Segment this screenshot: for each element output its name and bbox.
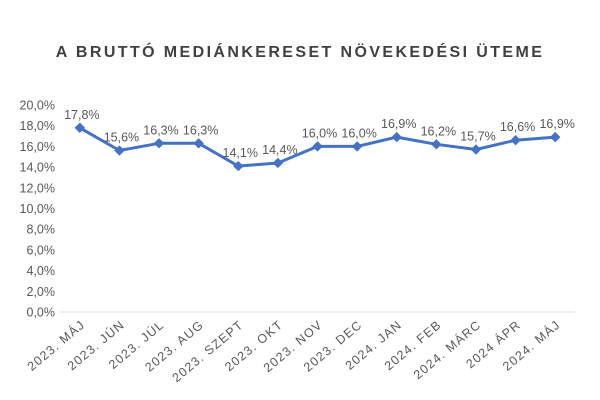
y-tick-label: 4,0% bbox=[27, 264, 56, 278]
data-point-marker bbox=[351, 141, 363, 152]
data-point-marker bbox=[74, 122, 86, 133]
data-label: 14,4% bbox=[262, 143, 297, 157]
data-point-marker bbox=[114, 145, 125, 156]
y-axis-ticks: 0,0% 2,0% 4,0% 6,0% 8,0% 10,0% 12,0% 14,0% 16,0%… bbox=[20, 99, 55, 320]
data-point-marker bbox=[153, 138, 165, 149]
data-label: 16,0% bbox=[341, 126, 376, 140]
y-tick-label: 18,0% bbox=[20, 119, 55, 133]
data-label: 15,6% bbox=[104, 131, 139, 145]
x-category-label: 2023. SZEPT bbox=[170, 318, 247, 385]
data-label: 16,3% bbox=[183, 123, 218, 137]
data-point-marker bbox=[431, 139, 442, 150]
chart-title: A BRUTTÓ MEDIÁNKERESET NÖVEKEDÉSI ÜTEME bbox=[55, 44, 545, 61]
data-point-marker bbox=[193, 138, 204, 149]
data-point-marker bbox=[233, 160, 244, 172]
data-point-marker bbox=[391, 131, 402, 143]
data-point-marker bbox=[312, 141, 323, 152]
y-tick-label: 0,0% bbox=[27, 306, 56, 320]
data-labels: 17,8% 15,6% 16,3% 16,3% 14,1% 14,4% 16,0% 16,0%… bbox=[64, 108, 575, 160]
x-category-label: 2024. MÁRC bbox=[410, 317, 484, 382]
data-label: 14,1% bbox=[223, 146, 258, 160]
data-point-marker bbox=[510, 134, 521, 146]
y-tick-label: 16,0% bbox=[20, 140, 55, 154]
data-label: 15,7% bbox=[460, 130, 495, 144]
y-tick-label: 2,0% bbox=[27, 285, 56, 299]
y-tick-label: 8,0% bbox=[27, 223, 56, 237]
y-tick-label: 10,0% bbox=[20, 202, 55, 216]
y-tick-label: 20,0% bbox=[20, 99, 55, 113]
y-tick-label: 14,0% bbox=[20, 161, 55, 175]
data-label: 16,2% bbox=[421, 124, 456, 138]
data-label: 16,9% bbox=[381, 117, 416, 131]
data-label: 16,9% bbox=[539, 117, 574, 131]
data-markers bbox=[74, 122, 561, 172]
data-point-marker bbox=[272, 157, 284, 169]
data-point-marker bbox=[549, 131, 561, 143]
data-label: 17,8% bbox=[64, 108, 99, 122]
data-point-marker bbox=[470, 144, 482, 155]
data-label: 16,0% bbox=[302, 126, 337, 140]
data-label: 16,3% bbox=[143, 123, 178, 137]
y-tick-label: 6,0% bbox=[27, 243, 56, 257]
y-tick-label: 12,0% bbox=[20, 181, 55, 195]
data-label: 16,6% bbox=[500, 120, 535, 134]
